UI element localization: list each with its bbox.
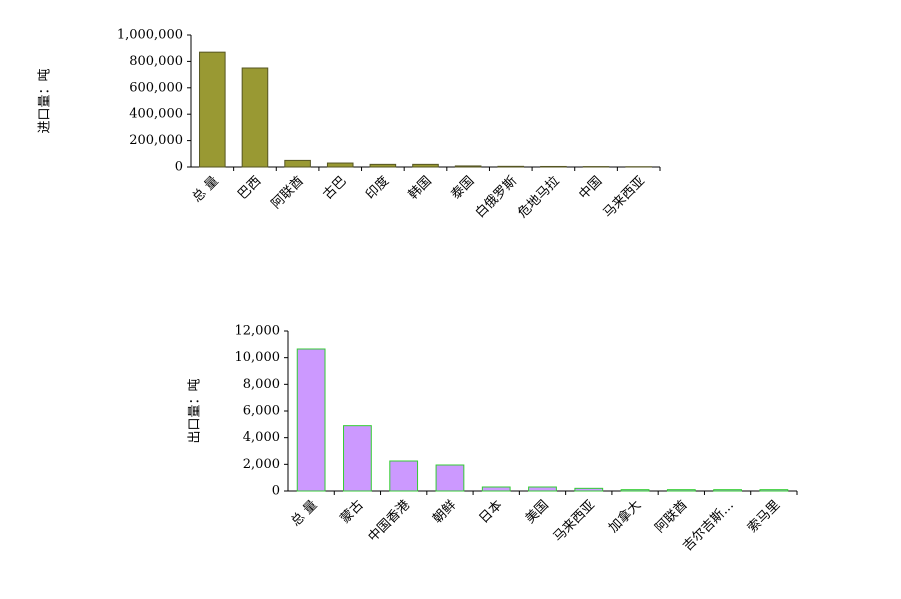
x-tick-label: 蒙古 [338, 498, 367, 527]
bar [497, 165, 525, 168]
y-tick-label: 4,000 [243, 430, 280, 445]
bar [369, 163, 397, 168]
y-axis-label: 进口量：吨 [38, 68, 53, 133]
bar [284, 159, 311, 168]
x-tick-label: 巴西 [235, 174, 264, 203]
y-tick-label: 0 [175, 160, 183, 175]
bar [666, 489, 696, 492]
bar [713, 489, 742, 492]
x-tick-label: 印度 [362, 173, 392, 203]
x-tick-label: 美国 [523, 498, 552, 527]
x-tick-label: 泰国 [448, 174, 477, 203]
bar [389, 460, 419, 492]
bar [326, 162, 354, 168]
x-tick-label: 总 量 [289, 498, 321, 530]
y-tick-label: 10,000 [235, 350, 281, 365]
x-tick-label: 韩国 [406, 174, 435, 203]
x-tick-label: 古巴 [321, 174, 350, 203]
x-tick-label: 马来西亚 [601, 174, 648, 221]
x-tick-label: 朝鲜 [430, 498, 459, 527]
y-tick-label: 200,000 [129, 133, 183, 148]
bar [759, 489, 789, 492]
x-tick-label: 吉尔吉斯… [680, 498, 737, 555]
x-tick-label: 危地马拉 [515, 174, 562, 221]
y-tick-label: 600,000 [129, 80, 183, 95]
x-tick-label: 马来西亚 [551, 498, 598, 545]
x-tick-label: 加拿大 [605, 497, 644, 536]
x-tick-label: 中国香港 [366, 498, 413, 545]
y-tick-label: 2,000 [243, 457, 280, 472]
bar [481, 486, 511, 492]
bar [296, 348, 326, 492]
y-tick-label: 800,000 [129, 54, 183, 69]
y-tick-label: 400,000 [129, 107, 183, 122]
bar [528, 486, 557, 492]
y-tick-label: 1,000,000 [117, 28, 183, 43]
bar [199, 51, 226, 168]
bar [540, 165, 567, 168]
bar [241, 67, 269, 168]
bar [574, 487, 604, 492]
bar [435, 464, 465, 492]
x-tick-label: 总 量 [190, 174, 222, 206]
x-tick-label: 日本 [477, 498, 506, 527]
x-tick-label: 索马里 [745, 498, 783, 536]
bar [620, 489, 650, 492]
x-tick-label: 白俄罗斯 [472, 173, 520, 221]
bar [343, 425, 372, 492]
x-tick-label: 中国 [576, 174, 605, 203]
bar [454, 165, 482, 168]
y-tick-label: 8,000 [243, 377, 280, 392]
y-tick-label: 12,000 [235, 324, 281, 339]
y-tick-label: 6,000 [243, 404, 280, 419]
y-tick-label: 0 [272, 484, 280, 499]
x-tick-label: 阿联酋 [268, 173, 307, 212]
bar [412, 163, 439, 168]
y-axis-label: 出口量：吨 [188, 378, 203, 443]
x-tick-label: 阿联酋 [652, 497, 691, 536]
